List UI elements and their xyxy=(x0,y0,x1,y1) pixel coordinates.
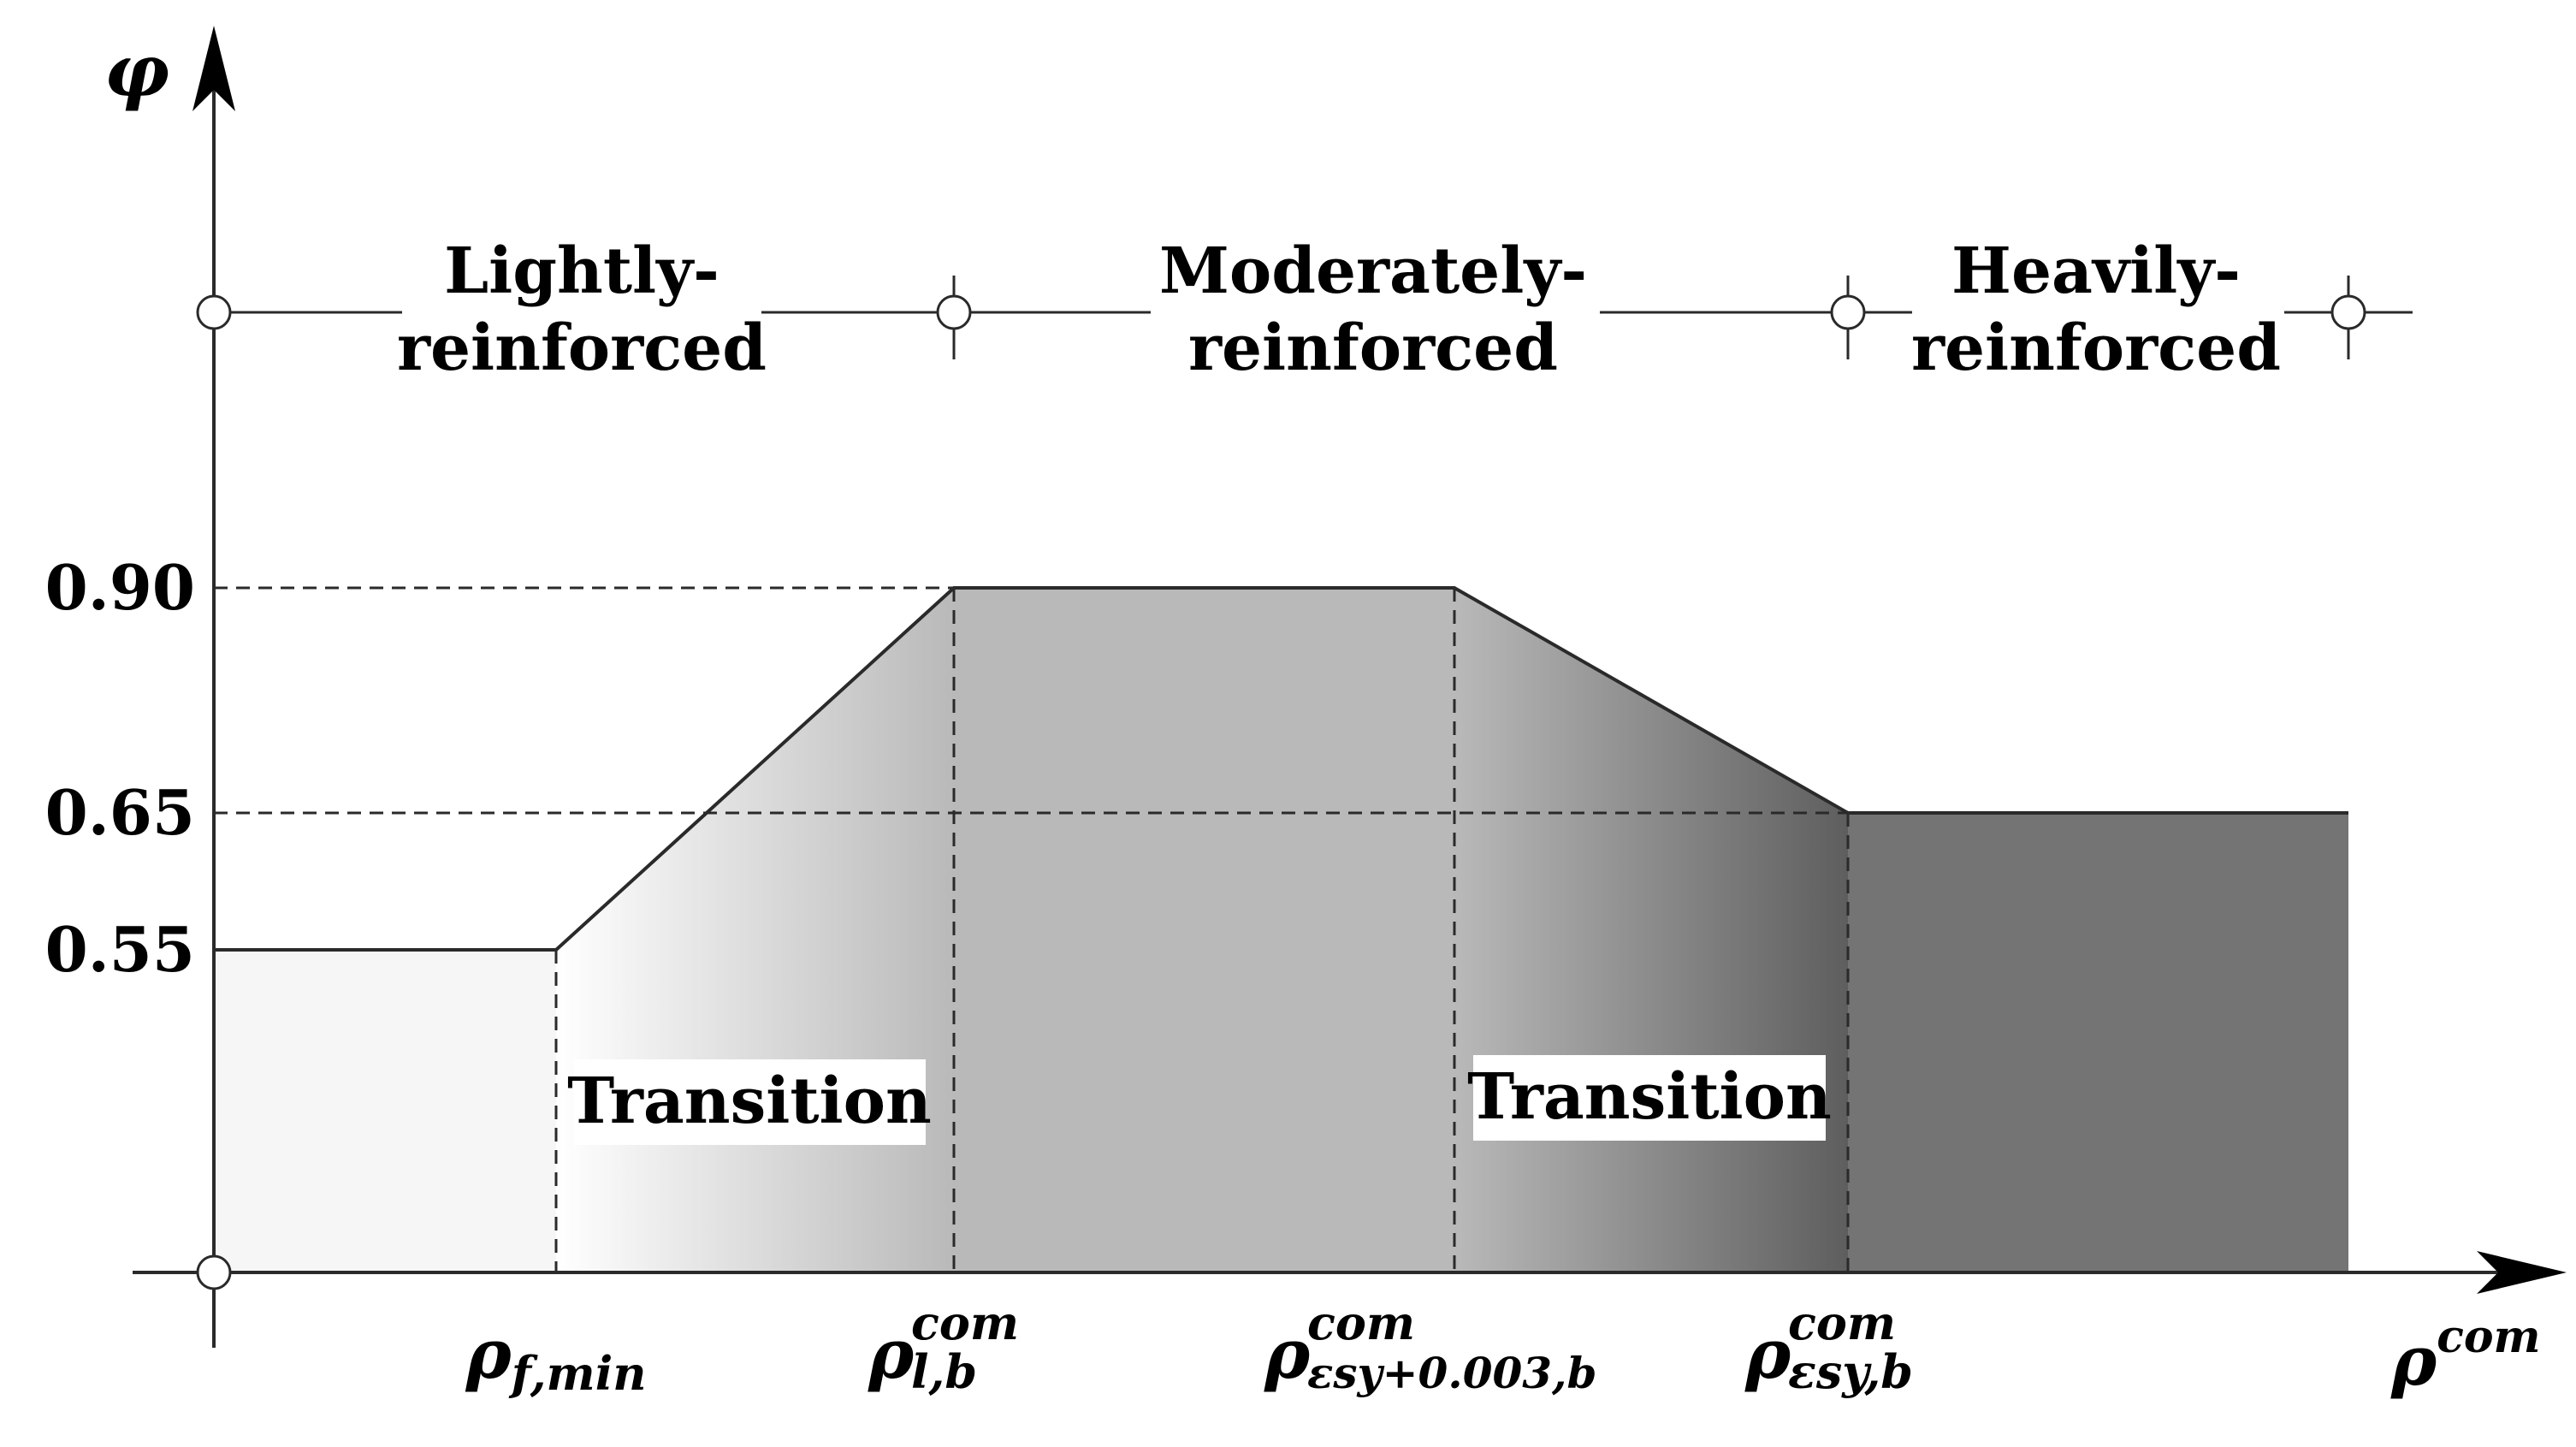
transition-label-bg-2 xyxy=(1473,1055,1826,1141)
phi-curve xyxy=(214,586,2348,952)
region-heavily-line2: reinforced xyxy=(1911,311,2281,385)
x-tick-rho-esy-base: ρ xyxy=(1744,1314,1791,1394)
lightly-reinforced-zone xyxy=(214,950,556,1272)
region-lightly-line2: reinforced xyxy=(397,311,767,385)
y-tick-label-065: 0.65 xyxy=(45,776,195,849)
x-tick-rho-esy-sub: εsy,b xyxy=(1788,1344,1913,1399)
transition-label-2: Transition xyxy=(1467,1060,1832,1134)
x-tick-rho-fmin-base: ρ xyxy=(465,1314,512,1394)
heavily-reinforced-zone xyxy=(1848,813,2348,1272)
x-tick-rho-lb-base: ρ xyxy=(868,1314,915,1394)
x-tick-rho-fmin: ρf,min xyxy=(465,1314,647,1401)
x-axis-label: ρcom xyxy=(2390,1311,2541,1401)
region-markers xyxy=(196,294,2366,330)
x-tick-rho-fmin-sub: f,min xyxy=(508,1346,647,1401)
y-axis-arrow xyxy=(192,26,235,111)
x-tick-rho-esy003-sup: com xyxy=(1307,1296,1415,1350)
region-moderately-line1: Moderately- xyxy=(1159,234,1587,308)
x-tick-rho-esy003-sub: εsy+0.003,b xyxy=(1307,1348,1596,1398)
dashed-guides xyxy=(214,586,1850,1272)
region-heavily-line1: Heavily- xyxy=(1951,234,2241,308)
x-axis-label-base: ρ xyxy=(2390,1320,2437,1401)
region-moderately-line2: reinforced xyxy=(1188,311,1558,385)
region-marker-1 xyxy=(936,294,972,330)
region-marker-2 xyxy=(1830,294,1866,330)
lower-transition-zone xyxy=(556,588,954,1272)
upper-transition-zone xyxy=(1454,588,1848,1272)
region-marker-3 xyxy=(2330,294,2366,330)
x-tick-rho-lb-sub: l,b xyxy=(911,1344,977,1399)
x-tick-rho-esy-sup: com xyxy=(1788,1296,1896,1350)
origin-marker xyxy=(196,1254,232,1290)
y-tick-label-090: 0.90 xyxy=(45,551,195,624)
y-axis-label: φ xyxy=(104,28,169,113)
transition-label-bg-1 xyxy=(573,1059,926,1145)
region-lightly-line1: Lightly- xyxy=(444,234,720,308)
region-marker-start xyxy=(196,294,232,330)
y-tick-label-055: 0.55 xyxy=(45,913,195,986)
x-axis-label-sup: com xyxy=(2437,1311,2540,1363)
transition-label-1: Transition xyxy=(567,1064,932,1138)
x-tick-rho-lb-sup: com xyxy=(911,1296,1019,1350)
moderately-reinforced-zone xyxy=(954,588,1454,1272)
x-tick-rho-esy003-base: ρ xyxy=(1264,1314,1311,1394)
x-axis-arrow xyxy=(2477,1251,2567,1294)
